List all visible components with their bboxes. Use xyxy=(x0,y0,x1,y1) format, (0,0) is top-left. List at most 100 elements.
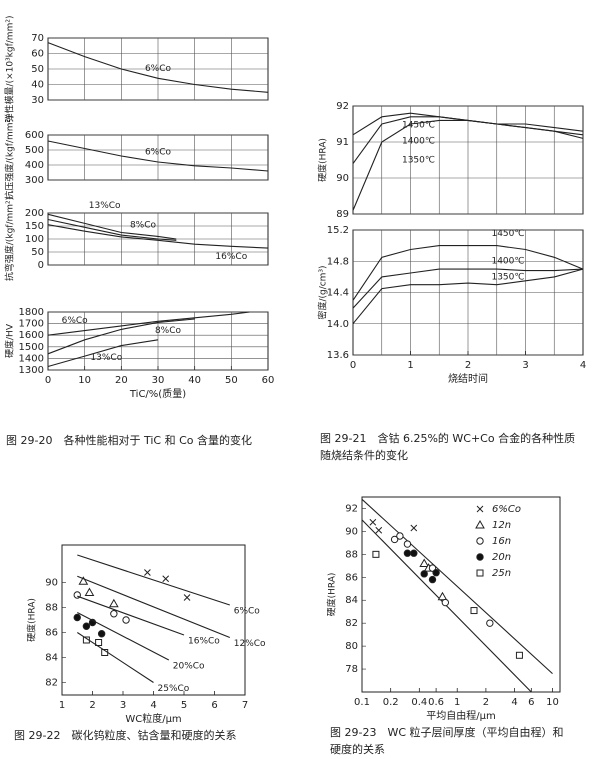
y-tick-label: 14.0 xyxy=(327,319,349,330)
x-tick-label: 4 xyxy=(580,360,586,371)
y-tick-label: 15.2 xyxy=(327,225,349,236)
x-axis-label: TiC/%(质量) xyxy=(129,388,186,400)
x-tick-label: 2 xyxy=(465,360,471,371)
y-tick-label: 500 xyxy=(25,145,44,156)
y-tick-label: 40 xyxy=(31,80,44,91)
y-tick-label: 30 xyxy=(31,95,44,106)
point xyxy=(515,651,523,659)
legend-marker xyxy=(476,505,484,513)
x-tick-label: 10 xyxy=(78,375,91,386)
x-tick-label: 30 xyxy=(152,375,165,386)
point xyxy=(432,569,440,577)
caption: 图 29-20 各种性能相对于 TiC 和 Co 含量的变化 xyxy=(6,434,252,447)
x-tick-label: 40 xyxy=(188,375,201,386)
fit-line xyxy=(76,632,154,683)
y-tick-label: 60 xyxy=(31,49,44,60)
point xyxy=(390,535,399,544)
caption: 图 29-23 WC 粒子层间厚度（平均自由程）和硬度的关系 xyxy=(330,726,564,756)
y-tick-label: 300 xyxy=(25,175,44,186)
x-tick-label: 0 xyxy=(350,360,356,371)
line xyxy=(47,339,159,368)
legend-marker xyxy=(476,537,484,545)
y-tick-label: 50 xyxy=(31,247,44,258)
legend-label: 12n xyxy=(492,520,511,531)
y-tick-label: 80 xyxy=(345,641,358,652)
y-axis-label: 硬度(HRA) xyxy=(317,138,329,182)
point xyxy=(110,610,118,618)
y-tick-label: 600 xyxy=(25,130,44,141)
x-tick-label: 3 xyxy=(120,700,126,711)
legend-label: 16n xyxy=(492,536,511,547)
x-tick-label: 3 xyxy=(522,360,528,371)
x-tick-label: 1 xyxy=(454,697,460,708)
caption: 图 29-22 碳化钨粒度、钴含量和硬度的关系 xyxy=(14,729,237,742)
plot-frame xyxy=(61,544,246,696)
y-axis-label: 硬度(HRA) xyxy=(326,573,338,617)
point-stroke xyxy=(476,505,484,513)
point xyxy=(486,619,494,627)
x-tick-label: 60 xyxy=(262,375,275,386)
x-tick-label: 7 xyxy=(242,700,248,711)
y-tick-label: 84 xyxy=(45,653,58,664)
x-tick-label: 4 xyxy=(511,697,517,708)
point xyxy=(84,587,95,596)
y-tick-label: 88 xyxy=(45,603,58,614)
x-tick-label: 0.6 xyxy=(428,697,444,708)
point xyxy=(97,630,106,638)
point-stroke xyxy=(183,594,191,601)
y-tick-label: 82 xyxy=(345,618,358,629)
x-tick-label: 0.2 xyxy=(383,697,399,708)
y-tick-label: 1500 xyxy=(19,342,44,353)
x-tick-label: 6 xyxy=(211,700,217,711)
series-label: 8%Co xyxy=(130,221,157,231)
point xyxy=(396,532,404,540)
point xyxy=(162,575,170,583)
series-label: 6%Co xyxy=(234,607,261,617)
x-tick-label: 0.4 xyxy=(411,697,427,708)
y-tick-label: 86 xyxy=(45,628,58,639)
point xyxy=(95,639,103,646)
x-tick-label: 2 xyxy=(483,697,489,708)
point xyxy=(441,598,450,607)
legend-marker xyxy=(475,519,485,529)
x-tick-label: 1 xyxy=(407,360,413,371)
line xyxy=(352,119,584,211)
x-tick-label: 0 xyxy=(45,375,51,386)
y-tick-label: 400 xyxy=(25,160,44,171)
x-tick-label: 20 xyxy=(115,375,128,386)
x-axis-label: 平均自由程/μm xyxy=(426,709,495,722)
line xyxy=(352,245,584,301)
point xyxy=(420,570,428,578)
y-axis-label: 抗压强度/(kgf/mm²) xyxy=(4,115,16,199)
point xyxy=(144,569,151,576)
x-axis-label: WC粒度/μm xyxy=(125,712,181,725)
line xyxy=(352,268,584,325)
point xyxy=(122,616,130,624)
point xyxy=(73,613,81,622)
series-label: 6%Co xyxy=(62,316,89,326)
y-tick-label: 1800 xyxy=(19,307,44,318)
line xyxy=(47,224,269,249)
point xyxy=(403,549,412,557)
x-tick-label: 10 xyxy=(546,697,559,708)
point-stroke xyxy=(144,569,151,576)
series-label: 1350℃ xyxy=(491,273,524,283)
line xyxy=(47,311,250,336)
fit-line xyxy=(77,575,231,639)
y-tick-label: 82 xyxy=(45,678,58,689)
x-tick-label: 6 xyxy=(528,697,534,708)
legend-label: 25n xyxy=(492,568,511,579)
y-tick-label: 14.8 xyxy=(327,256,349,267)
x-tick-label: 0.1 xyxy=(354,697,370,708)
y-tick-label: 86 xyxy=(345,572,358,583)
point xyxy=(410,549,418,557)
point xyxy=(183,594,191,601)
x-axis-label: 烧结时间 xyxy=(448,372,488,385)
series-label: 13%Co xyxy=(89,201,121,211)
series-label: 12%Co xyxy=(234,639,266,649)
y-tick-label: 100 xyxy=(25,234,44,245)
legend-label: 6%Co xyxy=(492,504,521,515)
y-tick-label: 92 xyxy=(345,503,358,514)
